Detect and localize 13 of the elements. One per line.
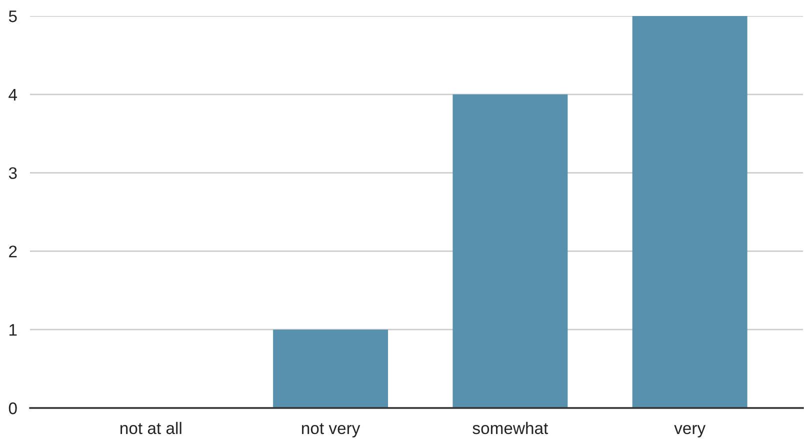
y-tick-label: 2 (9, 246, 17, 258)
y-tick-label: 4 (8, 88, 18, 100)
x-tick-label: not very (302, 423, 360, 438)
y-tick-label: 0 (8, 402, 17, 414)
x-tick-label: somewhat (472, 422, 548, 434)
bar (452, 94, 568, 408)
y-tick-label: 1 (10, 324, 17, 336)
x-tick-label: not at all (120, 422, 182, 434)
bar (632, 16, 748, 408)
y-tick-label: 3 (8, 167, 17, 180)
x-tick-label: very (674, 425, 706, 438)
y-tick-label: 5 (8, 10, 17, 22)
bar (273, 330, 388, 408)
